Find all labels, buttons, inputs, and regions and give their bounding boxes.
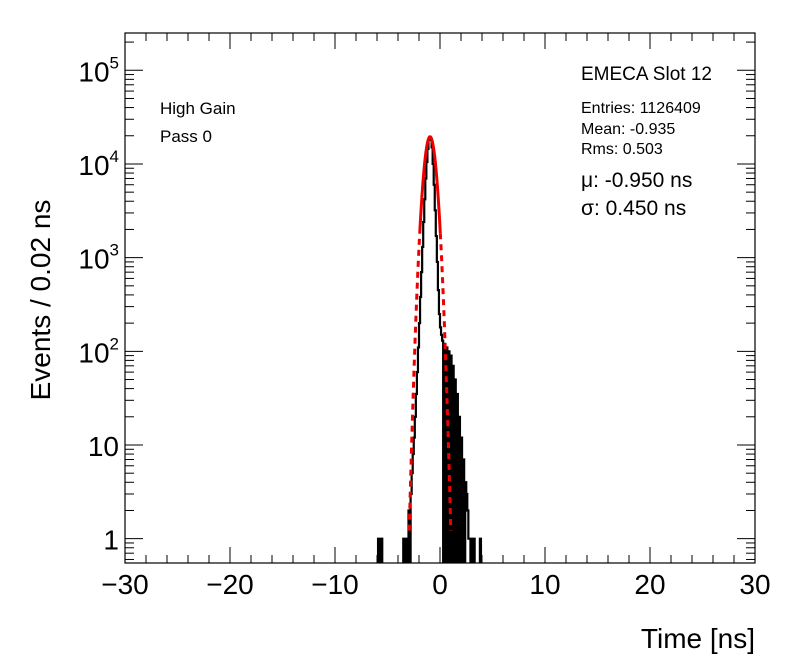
x-tick-label: −30 [101,569,149,600]
histogram-line [376,135,483,563]
y-axis-ticks: 1 10 102 103 104 105 [78,41,755,560]
y-tick-label: 10 [88,431,119,462]
x-axis-label: Time [ns] [641,623,755,654]
pass-label: Pass 0 [160,127,212,146]
y-axis-label: Events / 0.02 ns [25,200,56,401]
gain-label: High Gain [160,99,236,118]
x-tick-label: 0 [432,569,448,600]
fit-right-tail-line [438,233,453,531]
fit-core-line [418,135,442,234]
mu-label: μ: -0.950 ns [581,169,692,192]
entries-label: Entries: 1126409 [581,100,701,117]
gaussian-fit-series [407,135,453,531]
y-tick-label: 103 [78,241,119,275]
mean-label: Mean: -0.935 [581,121,675,138]
fit-title: EMECA Slot 12 [581,64,712,85]
x-tick-label: 10 [529,569,560,600]
y-tick-label: 104 [78,147,119,181]
sigma-label: σ: 0.450 ns [581,197,686,220]
x-tick-label: 30 [739,569,770,600]
y-tick-label: 102 [78,334,119,368]
fit-left-tail-line [407,233,422,531]
rms-label: Rms: 0.503 [581,141,663,158]
x-tick-label: 20 [634,569,665,600]
x-axis-ticks: −30 −20 −10 0 10 20 30 [101,33,771,600]
x-tick-label: −10 [311,569,359,600]
y-tick-label: 1 [103,525,119,556]
histogram-series [376,135,483,563]
x-tick-label: −20 [206,569,254,600]
y-tick-label: 105 [78,53,119,87]
